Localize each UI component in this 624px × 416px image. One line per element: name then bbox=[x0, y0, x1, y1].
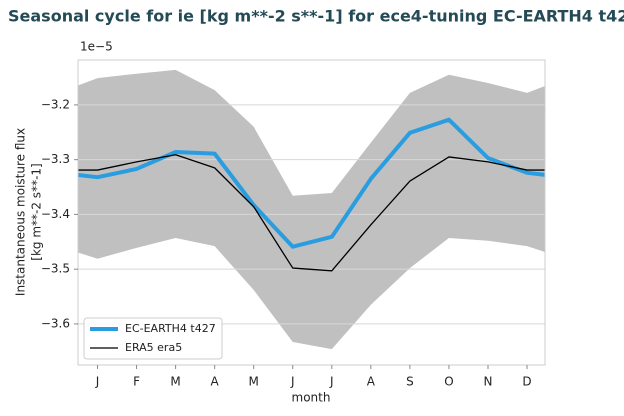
x-axis-label: month bbox=[292, 391, 331, 405]
y-tick-label: −3.3 bbox=[41, 152, 70, 166]
legend-box bbox=[83, 317, 223, 360]
series-line bbox=[78, 117, 545, 249]
y-tick-label: −3.6 bbox=[41, 316, 70, 330]
legend-label: EC-EARTH4 t427 bbox=[125, 322, 216, 335]
y-tick-label: −3.5 bbox=[41, 262, 70, 276]
legend: EC-EARTH4 t427 ERA5 era5 bbox=[83, 317, 223, 360]
x-tick-label: A bbox=[211, 375, 220, 389]
x-tick-label: J bbox=[329, 375, 334, 389]
x-tick-label: S bbox=[406, 375, 414, 389]
x-tick-label: M bbox=[170, 375, 180, 389]
x-tick-label: A bbox=[367, 375, 376, 389]
x-tick-label: F bbox=[133, 375, 140, 389]
y-tick-label: −3.2 bbox=[41, 97, 70, 111]
chart-title: Seasonal cycle for ie [kg m**-2 s**-1] f… bbox=[8, 7, 624, 26]
plot-area bbox=[78, 69, 545, 350]
x-tick-label: J bbox=[290, 375, 295, 389]
x-tick-label: D bbox=[522, 375, 531, 389]
plot-frame bbox=[77, 59, 546, 366]
x-tick-label: M bbox=[249, 375, 259, 389]
legend-label: ERA5 era5 bbox=[125, 341, 182, 354]
x-tick-label: J bbox=[95, 375, 100, 389]
series-line bbox=[78, 154, 545, 272]
spread-band bbox=[78, 69, 545, 350]
x-tick-label: O bbox=[444, 375, 453, 389]
offset-label: 1e−5 bbox=[80, 40, 113, 54]
y-tick-label: −3.4 bbox=[41, 207, 70, 221]
y-axis-label: Instantaneous moisture flux bbox=[14, 128, 28, 296]
x-tick-label: N bbox=[483, 375, 492, 389]
y-axis-label: [kg m**-2 s**-1] bbox=[30, 163, 44, 260]
